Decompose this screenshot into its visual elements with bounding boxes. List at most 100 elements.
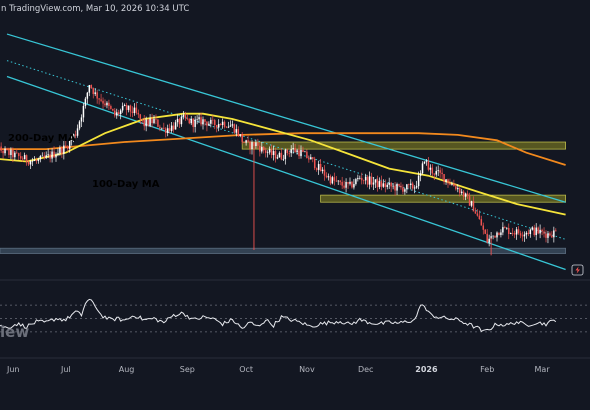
candle-body (170, 125, 173, 131)
candle (388, 177, 390, 189)
candle-body (384, 183, 387, 187)
candle-body (366, 176, 369, 185)
candle (217, 119, 220, 132)
candle (249, 140, 251, 155)
candle-body (468, 195, 471, 206)
candle-body (460, 191, 463, 194)
candle (204, 119, 206, 126)
candle (125, 102, 128, 116)
candle-body (500, 232, 502, 235)
candle (386, 182, 388, 190)
candle (55, 152, 57, 162)
candle (547, 230, 549, 244)
candle (96, 89, 98, 104)
candle-body (443, 174, 445, 182)
candle-body (188, 118, 191, 124)
candle-body (553, 230, 555, 238)
candle (449, 178, 451, 186)
candle-body (255, 142, 257, 147)
candle (429, 164, 432, 176)
candle (362, 179, 365, 185)
candle (157, 118, 159, 128)
candle-body (6, 148, 8, 150)
candle-body (543, 231, 545, 234)
candle (408, 183, 410, 189)
candle-body (151, 118, 153, 124)
candle (163, 122, 165, 130)
lightning-icon[interactable] (571, 264, 584, 276)
candle (133, 103, 136, 116)
candle (114, 107, 116, 118)
candle (527, 229, 530, 237)
candle-body (114, 110, 116, 116)
candle-body (266, 152, 269, 154)
candle-body (143, 119, 145, 127)
candle (137, 109, 140, 118)
candle-body (178, 118, 181, 125)
candle (155, 114, 157, 124)
candle (280, 148, 283, 161)
candle-body (406, 184, 408, 190)
candle (484, 228, 486, 235)
candle (400, 182, 402, 190)
candle (16, 148, 18, 154)
candle-body (176, 118, 179, 123)
candle (84, 96, 87, 109)
candle-body (92, 88, 94, 95)
candle (294, 143, 296, 153)
candle-body (527, 232, 530, 235)
candle-body (396, 184, 398, 191)
candle-body (457, 188, 459, 190)
candle (551, 231, 553, 238)
candle (304, 150, 306, 153)
candle (6, 147, 8, 151)
candle-body (308, 157, 310, 160)
candle-body (433, 173, 436, 175)
candle (264, 147, 267, 158)
candle-body (37, 159, 40, 162)
candle-body (423, 161, 426, 164)
candle (306, 149, 308, 159)
candle-body (509, 232, 512, 234)
candle-body (225, 126, 228, 128)
candle-body (172, 125, 175, 130)
candle-body (492, 235, 494, 237)
candle-body (180, 116, 183, 125)
candle-body (390, 182, 392, 187)
candle (233, 123, 236, 134)
candle (443, 174, 445, 185)
candle (353, 178, 355, 190)
candle-body (94, 92, 96, 95)
candle-body (533, 227, 535, 236)
candle (482, 222, 485, 235)
candle-body (149, 118, 151, 126)
candle-body (306, 151, 308, 158)
candle (151, 113, 153, 128)
candle (8, 147, 10, 158)
candle-body (0, 146, 2, 151)
candle (255, 139, 257, 149)
candle-body (76, 128, 79, 136)
candle-body (261, 146, 263, 152)
candle-body (249, 141, 251, 149)
candle-body (194, 119, 196, 127)
candle (196, 115, 198, 125)
candle (404, 188, 406, 195)
candle (417, 171, 420, 190)
candle (141, 118, 143, 124)
candle (545, 230, 547, 243)
candle (192, 118, 194, 133)
candle (511, 227, 514, 236)
candle (290, 145, 292, 157)
candle-body (506, 228, 508, 229)
candle (396, 182, 398, 195)
candle (208, 121, 210, 126)
candle (470, 200, 473, 208)
time-axis-tick-label: Dec (358, 365, 373, 374)
time-axis[interactable]: Jun Jul Aug Sep Oct Nov Dec 2026 Feb Mar (0, 357, 590, 374)
candle (447, 178, 449, 188)
candle-body (210, 119, 212, 124)
candle (478, 210, 481, 220)
candle (72, 133, 75, 143)
candle-body (251, 142, 253, 149)
